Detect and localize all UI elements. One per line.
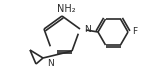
Text: NH₂: NH₂ [57,4,75,14]
Text: F: F [132,27,137,37]
Text: N: N [48,59,54,68]
Text: N: N [84,25,91,34]
